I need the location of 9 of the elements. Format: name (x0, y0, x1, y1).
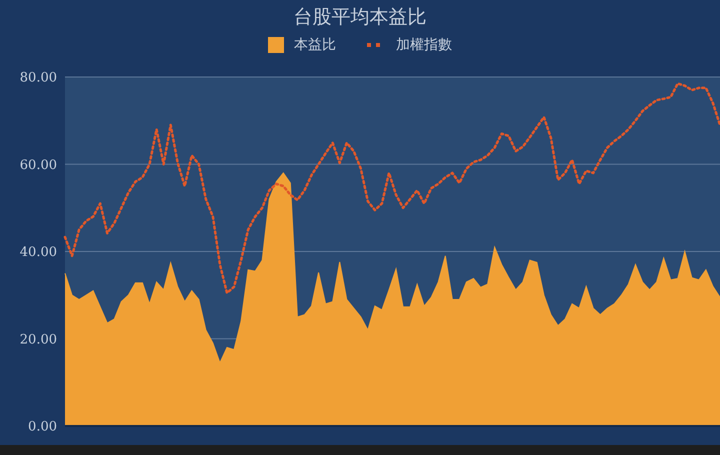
y-tick-label: 20.00 (20, 332, 57, 348)
y-tick-label: 60.00 (20, 158, 57, 173)
y-tick-label: 40.00 (20, 245, 57, 260)
y-tick-label: 0.00 (28, 420, 57, 435)
line-series (64, 82, 720, 294)
y-tick-label: 80.00 (20, 70, 57, 86)
chart-title: 台股平均本益比 (292, 5, 428, 30)
legend-label: 本益比 (294, 36, 336, 54)
legend-label: 加權指數 (396, 36, 452, 54)
